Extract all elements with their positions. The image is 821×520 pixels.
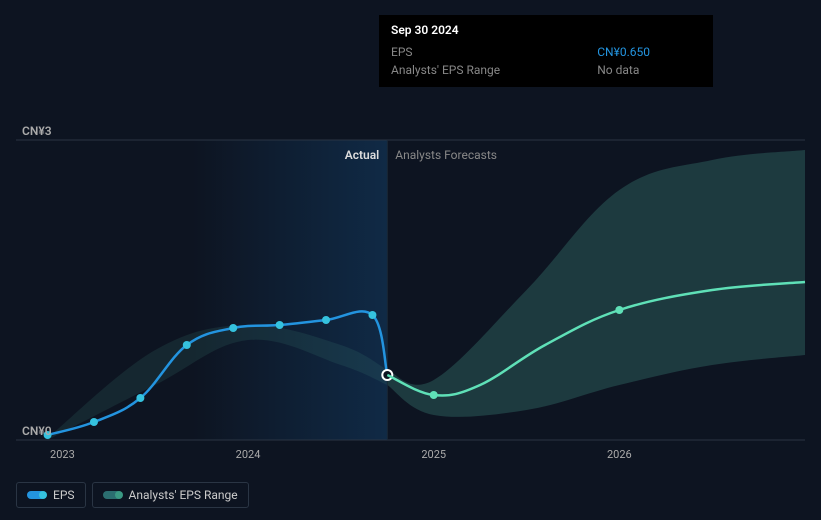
x-tick: 2025 [421, 448, 446, 461]
tooltip-row-label: Analysts' EPS Range [391, 61, 567, 79]
eps-chart: Sep 30 2024 EPS CN¥0.650 Analysts' EPS R… [0, 0, 821, 520]
chart-tooltip: Sep 30 2024 EPS CN¥0.650 Analysts' EPS R… [379, 15, 713, 87]
tooltip-row-value: CN¥0.650 [597, 45, 650, 59]
tooltip-date: Sep 30 2024 [391, 23, 701, 37]
x-tick: 2023 [50, 448, 75, 461]
legend-item-eps[interactable]: EPS [16, 482, 86, 508]
chart-legend: EPS Analysts' EPS Range [16, 482, 249, 508]
legend-swatch-eps [27, 491, 45, 499]
tooltip-table: EPS CN¥0.650 Analysts' EPS Range No data [391, 43, 701, 79]
y-axis-label-min: CN¥0 [22, 424, 52, 438]
region-label-forecast: Analysts Forecasts [395, 148, 497, 162]
legend-item-range[interactable]: Analysts' EPS Range [92, 482, 249, 508]
x-tick: 2026 [607, 448, 632, 461]
legend-swatch-range [103, 491, 121, 499]
x-tick: 2024 [236, 448, 261, 461]
y-axis-label-max: CN¥3 [22, 124, 52, 138]
tooltip-row-value: No data [597, 63, 639, 77]
legend-label: EPS [53, 488, 75, 502]
legend-label: Analysts' EPS Range [129, 488, 238, 502]
tooltip-row-label: EPS [391, 43, 567, 61]
region-label-actual: Actual [345, 148, 380, 162]
